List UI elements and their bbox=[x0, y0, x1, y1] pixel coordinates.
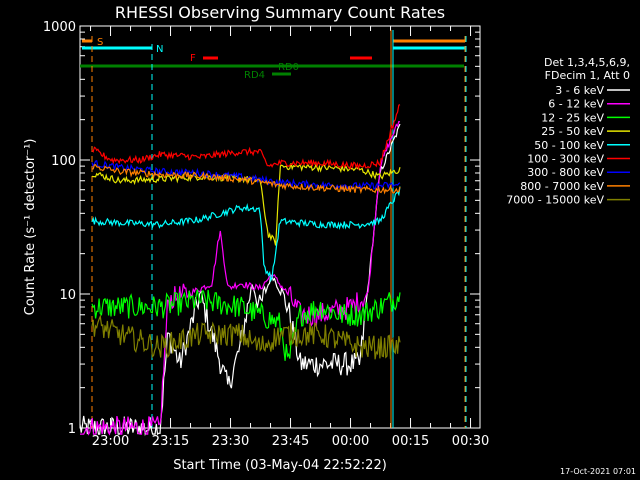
y-tick-label: 1000 bbox=[43, 20, 76, 35]
flag-label-rd0: RD0 bbox=[278, 62, 299, 73]
y-axis-label: Count Rate (s⁻¹ detector⁻¹) bbox=[23, 139, 38, 316]
x-tick-label: 23:00 bbox=[92, 434, 129, 449]
x-tick-label: 23:45 bbox=[272, 434, 309, 449]
flag-label-s: S bbox=[97, 37, 103, 48]
legend: Det 1,3,4,5,6,9,FDecim 1, Att 0 3 - 6 keV… bbox=[506, 56, 630, 207]
legend-entry-label: 300 - 800 keV bbox=[527, 166, 604, 179]
y-tick-label: 1 bbox=[68, 422, 76, 437]
series-lines bbox=[79, 104, 401, 437]
x-tick-label: 00:15 bbox=[392, 434, 429, 449]
footer-date: 17-Oct-2021 07:01 bbox=[560, 467, 636, 476]
legend-entry-label: 6 - 12 keV bbox=[548, 98, 604, 111]
legend-header: FDecim 1, Att 0 bbox=[545, 69, 630, 82]
legend-entry-label: 50 - 100 keV bbox=[534, 139, 604, 152]
legend-entry-label: 3 - 6 keV bbox=[555, 84, 604, 97]
series-line-5 bbox=[91, 104, 401, 171]
flag-label-n: N bbox=[156, 44, 163, 55]
y-tick-label: 100 bbox=[51, 154, 76, 169]
x-axis-label: Start Time (03-May-04 22:52:22) bbox=[173, 458, 387, 473]
legend-entry-label: 100 - 300 keV bbox=[527, 153, 604, 166]
legend-entry-label: 800 - 7000 keV bbox=[520, 180, 604, 193]
x-tick-label: 00:00 bbox=[332, 434, 369, 449]
series-line-8 bbox=[91, 314, 401, 360]
plot-frame bbox=[79, 25, 481, 429]
series-line-2 bbox=[91, 289, 401, 361]
legend-entry-label: 25 - 50 keV bbox=[541, 125, 604, 138]
legend-entry-label: 7000 - 15000 keV bbox=[506, 194, 604, 207]
y-axis: 1 10 100 1000 bbox=[43, 20, 480, 437]
chart-title: RHESSI Observing Summary Count Rates bbox=[115, 3, 445, 22]
flag-label-f: F bbox=[190, 53, 196, 64]
legend-header: Det 1,3,4,5,6,9, bbox=[544, 56, 630, 69]
x-axis: 23:00 23:15 23:30 23:45 00:00 00:15 00:30 bbox=[90, 26, 489, 449]
series-line-4 bbox=[91, 186, 401, 283]
series-line-0 bbox=[79, 123, 401, 437]
x-tick-label: 00:30 bbox=[452, 434, 489, 449]
observing-mode-flags: S N F RD0 RD4 bbox=[80, 30, 467, 428]
series-line-7 bbox=[91, 164, 401, 195]
legend-entry-label: 12 - 25 keV bbox=[541, 111, 604, 124]
series-line-1 bbox=[80, 120, 401, 436]
flag-label-rd4: RD4 bbox=[244, 70, 265, 81]
x-tick-label: 23:15 bbox=[152, 434, 189, 449]
y-tick-label: 10 bbox=[59, 288, 76, 303]
x-tick-label: 23:30 bbox=[212, 434, 249, 449]
